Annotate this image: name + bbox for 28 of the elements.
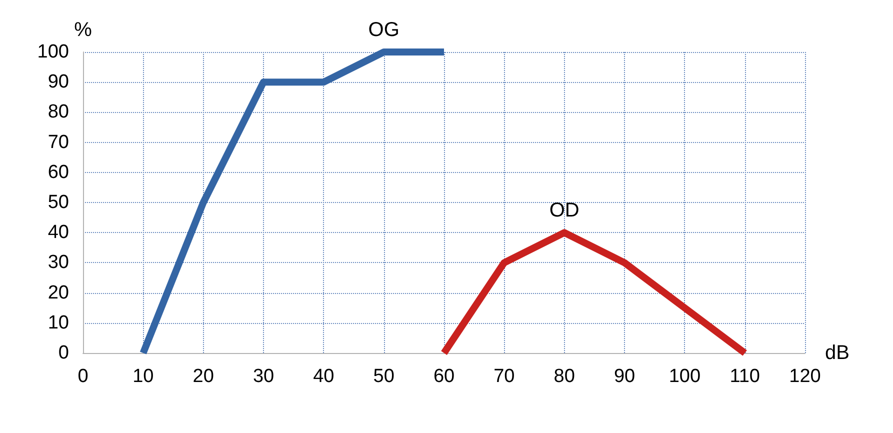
y-tick-label: 0	[58, 342, 69, 364]
y-tick-label: 100	[37, 42, 69, 62]
x-axis-title: dB	[825, 342, 850, 364]
x-tick-label: 40	[313, 366, 334, 387]
y-tick-label: 40	[48, 222, 69, 244]
y-tick-label: 50	[48, 192, 69, 213]
x-tick-label: 100	[668, 366, 701, 387]
y-tick-label: 20	[48, 282, 69, 304]
x-tick-label: 10	[132, 366, 154, 387]
x-tick-label: 110	[730, 366, 760, 387]
x-tick-label: 70	[494, 366, 515, 387]
y-tick-label: 60	[48, 162, 69, 183]
y-tick-label: 70	[48, 132, 69, 153]
x-tick-label: 60	[433, 366, 455, 387]
x-tick-label: 20	[192, 366, 214, 387]
series-label: OD	[549, 200, 580, 222]
x-tick-label: 80	[554, 366, 575, 387]
y-tick-label: 80	[48, 102, 69, 123]
x-tick-label: 120	[789, 366, 821, 387]
series-label: OG	[368, 19, 400, 41]
x-tick-label: 30	[252, 366, 274, 387]
x-tick-label: 90	[614, 366, 636, 387]
x-tick-label: 0	[78, 366, 88, 387]
y-tick-label: 10	[48, 312, 69, 334]
y-tick-label: 30	[48, 252, 69, 274]
y-axis-title: %	[74, 19, 92, 41]
y-tick-label: 90	[48, 72, 69, 93]
x-tick-label: 50	[373, 366, 394, 387]
